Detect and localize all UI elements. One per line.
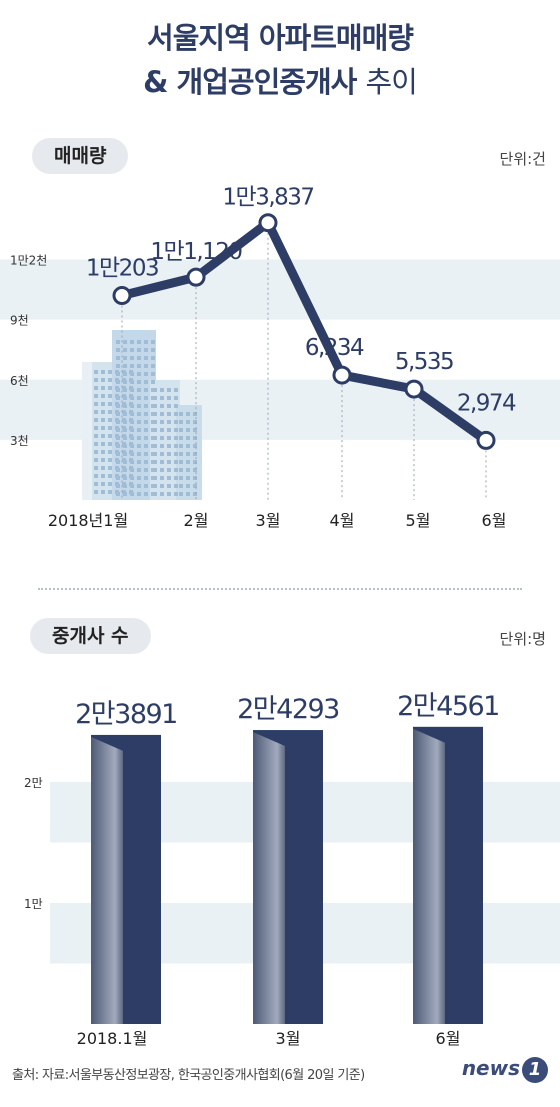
- logo-text: news: [461, 1056, 520, 1080]
- x-tick-label: 2월: [184, 511, 209, 530]
- data-point: [476, 430, 496, 450]
- x-tick-label: 2018년1월: [48, 511, 128, 530]
- bar-chart: 2만3891 2만4293 2만4561 1만 2만 2018.1월 3월 6월: [24, 691, 560, 1048]
- y-tick-label: 9천: [10, 313, 29, 328]
- data-point: [186, 267, 206, 287]
- page-title: 서울지역 아파트매매량 & 개업공인중개사 추이: [0, 16, 560, 104]
- data-label: 1만1,120: [150, 239, 242, 265]
- title-line-2: & 개업공인중개사 추이: [0, 60, 560, 104]
- data-label: 6,234: [305, 335, 364, 361]
- y-tick-label: 6천: [10, 373, 29, 388]
- line-chart-title: 매매량: [32, 138, 129, 174]
- data-label: 1만203: [86, 256, 158, 282]
- x-tick-label: 3월: [276, 1029, 301, 1048]
- logo-number: 1: [522, 1057, 548, 1083]
- title-line-1: 서울지역 아파트매매량: [147, 21, 414, 55]
- data-label: 5,535: [395, 349, 453, 375]
- news1-logo: news 1: [462, 1056, 548, 1083]
- building-illustration: [82, 330, 202, 500]
- title-line-2-light: 추이: [365, 65, 417, 99]
- y-tick-label: 1만2천: [10, 253, 47, 268]
- bar-chart-unit: 단위:명: [499, 630, 546, 648]
- data-label: 2만3891: [75, 699, 177, 730]
- x-tick-label: 6월: [436, 1029, 461, 1048]
- line-series-path: [117, 218, 491, 445]
- bar-chart-title: 중개사 수: [30, 618, 151, 654]
- title-line-2-bold: & 개업공인중개사: [143, 65, 357, 99]
- line-chart-unit: 단위:건: [499, 150, 546, 168]
- bar-shade: [413, 728, 445, 1024]
- x-tick-label: 3월: [256, 511, 281, 530]
- section-divider: [38, 588, 522, 590]
- x-tick-label: 4월: [330, 511, 355, 530]
- grid-band: [0, 259, 560, 320]
- data-label: 2만4293: [237, 694, 339, 725]
- x-tick-label: 5월: [406, 511, 431, 530]
- source-note: 출처: 자료:서울부동산정보광장, 한국공인중개사협회(6월 20일 기준): [12, 1068, 365, 1083]
- data-label: 2,974: [457, 390, 516, 416]
- y-tick-label: 1만: [24, 897, 43, 911]
- y-tick-label: 2만: [24, 776, 43, 790]
- y-tick-label: 3천: [10, 433, 29, 448]
- x-tick-label: 6월: [482, 511, 507, 530]
- data-point: [404, 379, 424, 399]
- bar-shade: [253, 732, 285, 1024]
- bar-shade: [91, 736, 123, 1024]
- data-point: [332, 365, 352, 385]
- data-label: 2만4561: [397, 691, 499, 722]
- data-label: 1만3,837: [222, 185, 313, 211]
- x-tick-label: 2018.1월: [77, 1029, 148, 1048]
- data-point: [112, 286, 132, 306]
- data-point: [258, 213, 278, 233]
